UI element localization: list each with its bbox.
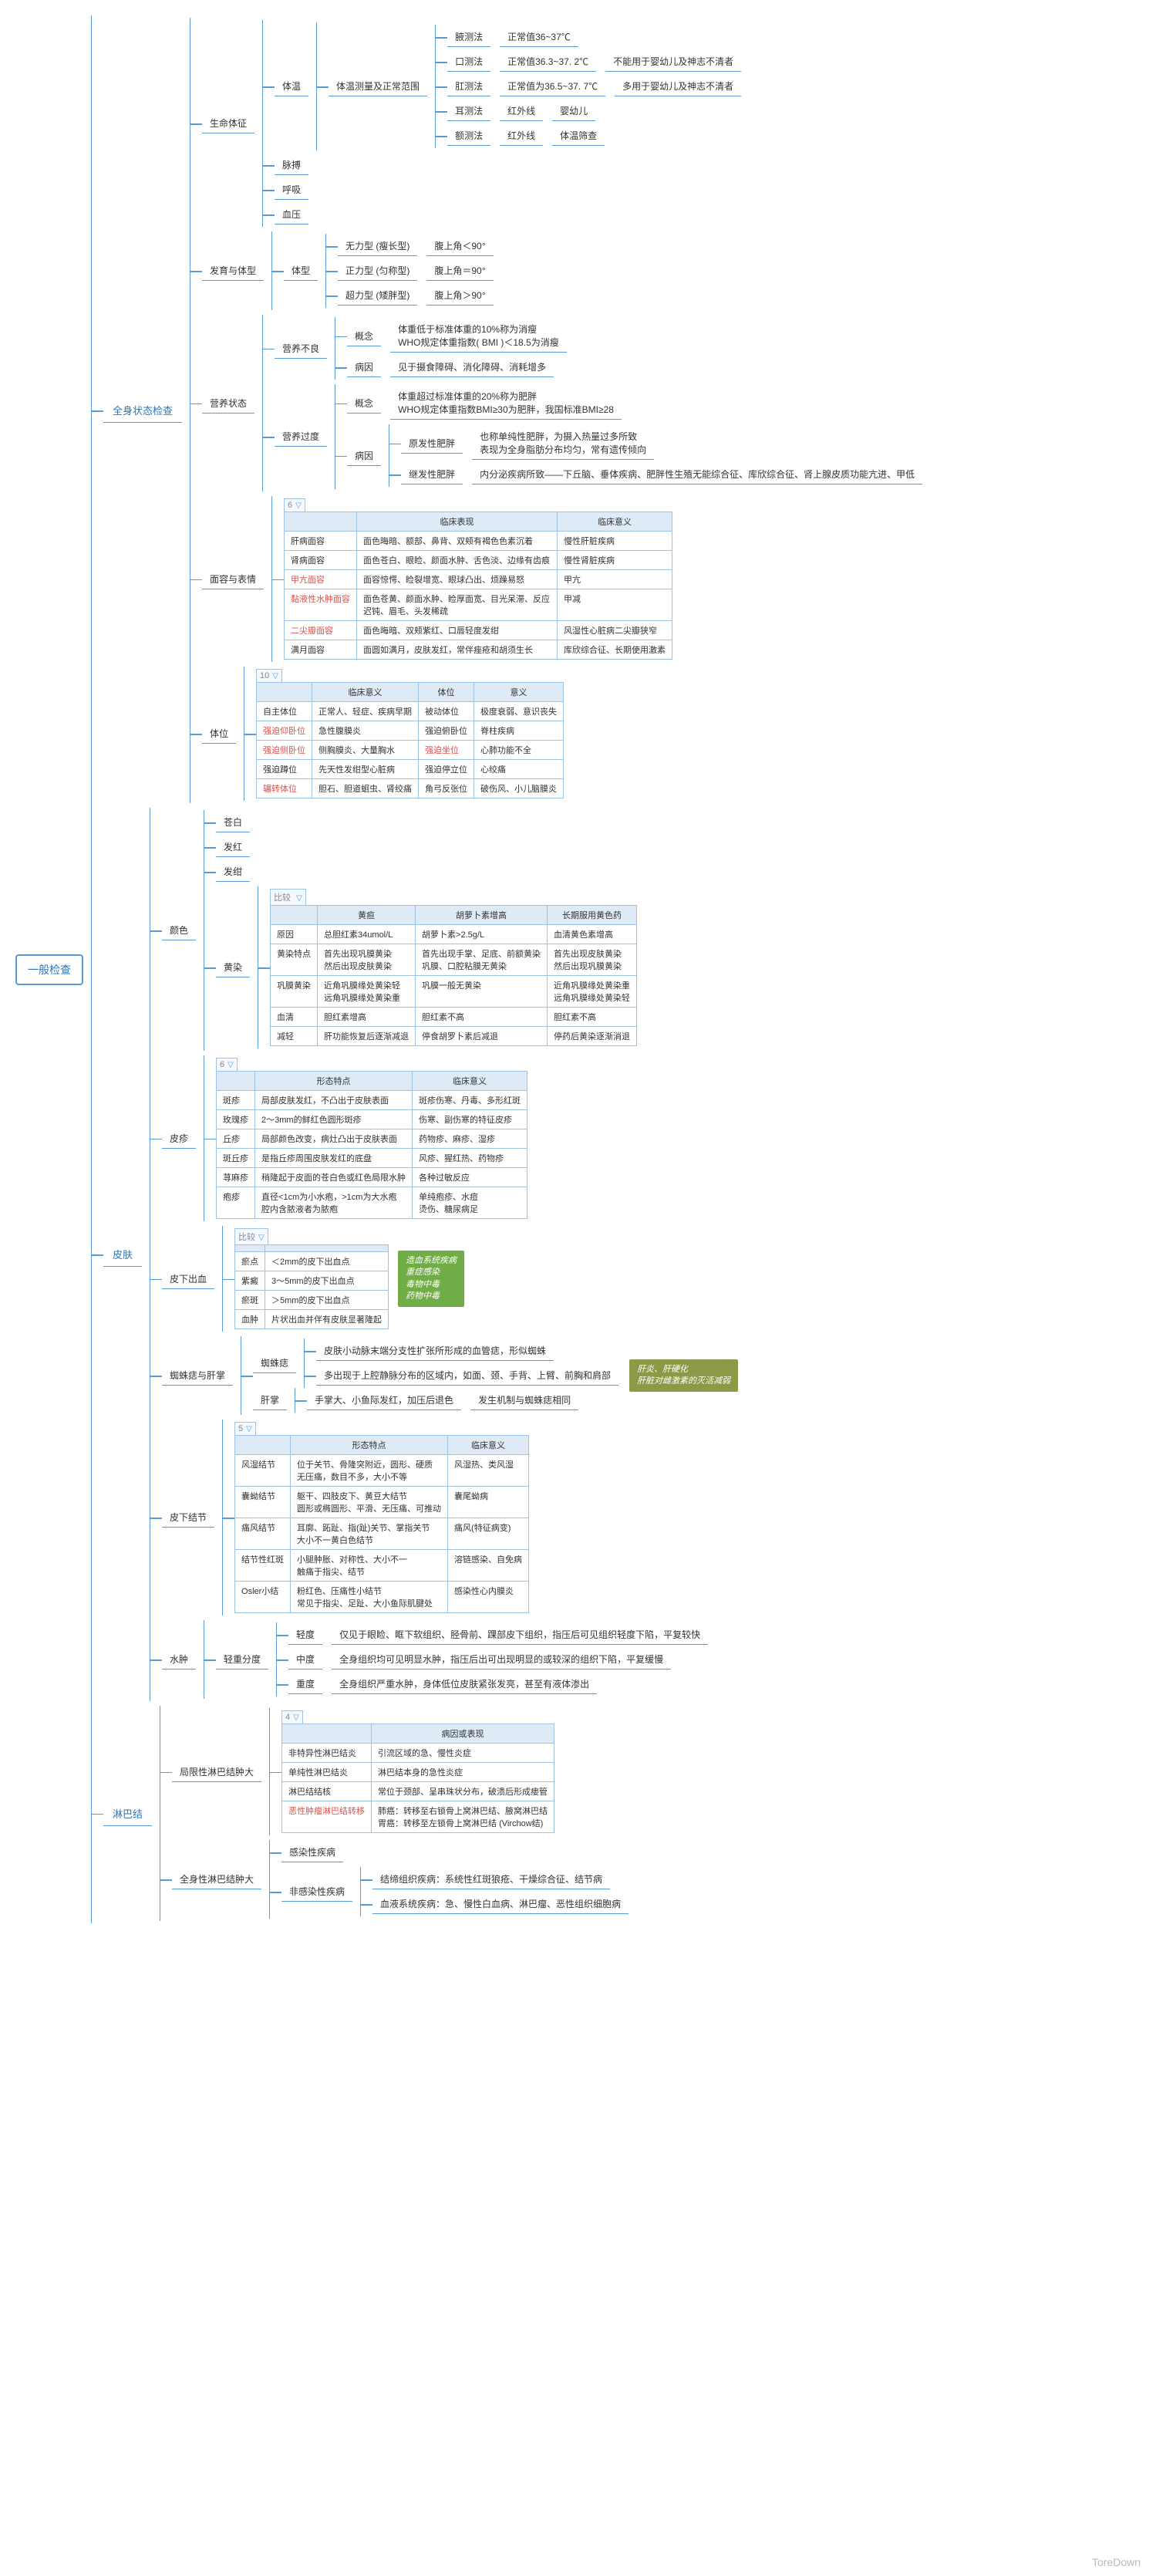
branch-nutrition: 营养状态 营养不良 概念体重低于标准体重的10%称为消瘦 WHO规定体重指数( … xyxy=(202,315,924,491)
branch-vital: 生命体征 体温 体温测量及正常范围 腋测法正常值36~37℃口测法正常值36.3… xyxy=(202,20,924,227)
watermark: ToreDown xyxy=(1092,2556,1141,2568)
node-physique-sub: 体型 xyxy=(284,261,318,281)
position-table: 临床意义体位意义自主体位正常人、轻症、疾病早期被动体位极度衰弱、意识丧失强迫仰卧… xyxy=(256,682,564,798)
branch-skin: 皮肤 颜色 苍白发红发绀黄染比较 ▽黄疸胡萝卜素增高长期服用黄色药原因总胆红素3… xyxy=(103,808,924,1701)
node-temp-sub: 体温测量及正常范围 xyxy=(329,76,427,96)
branch-physique: 发育与体型 体型 无力型 (瘦长型)腹上角＜90°正力型 (匀称型)腹上角＝90… xyxy=(202,231,924,310)
position-table-caption[interactable]: 10▽ xyxy=(256,669,282,682)
branch-position: 体位 10▽ 临床意义体位意义自主体位正常人、轻症、疾病早期被动体位极度衰弱、意… xyxy=(202,667,924,801)
node-lymph: 淋巴结 xyxy=(103,1801,152,1826)
branch-spider: 蜘蛛痣与肝掌 蜘蛛痣 皮肤小动脉末端分支性扩张所形成的血管痣，形似蜘蛛 多出现于… xyxy=(162,1336,738,1415)
node-temp: 体温 xyxy=(275,76,308,96)
level1-children: 全身状态检查 生命体征 体温 体温测量及正常范围 腋测法正常值36~37℃口测法… xyxy=(91,15,924,1923)
node-position: 体位 xyxy=(202,724,236,744)
face-table-caption[interactable]: 6▽ xyxy=(284,498,305,511)
node-face: 面容与表情 xyxy=(202,569,264,589)
node-resp: 呼吸 xyxy=(275,180,308,200)
node-nutr-over: 营养过度 xyxy=(275,427,327,447)
branch-edema: 水肿 轻重分度 轻度仅见于眼睑、眶下软组织、胫骨前、踝部皮下组织，指压后可见组织… xyxy=(162,1620,738,1699)
root-node: 一般检查 xyxy=(15,954,83,985)
rash-table: 形态特点临床意义斑疹局部皮肤发红，不凸出于皮肤表面斑疹伤寒、丹毒、多形红斑玫瑰疹… xyxy=(216,1071,527,1219)
bleed-table: 瘀点＜2mm的皮下出血点紫癜3～5mm的皮下出血点瘀斑＞5mm的皮下出血点血肿片… xyxy=(234,1244,389,1329)
face-table: 临床表现临床意义肝病面容面色晦暗、额部、鼻背、双颊有褐色色素沉着慢性肝脏疾病肾病… xyxy=(284,511,672,660)
branch-skin-color: 颜色 苍白发红发绀黄染比较 ▽黄疸胡萝卜素增高长期服用黄色药原因总胆红素34um… xyxy=(162,810,738,1051)
branch-lymph-local: 局限性淋巴结肿大 4▽ 病因或表现非特异性淋巴结炎引流区域的急、慢性炎症单纯性淋… xyxy=(172,1708,630,1835)
branch-rash: 皮疹 6▽ 形态特点临床意义斑疹局部皮肤发红，不凸出于皮肤表面斑疹伤寒、丹毒、多… xyxy=(162,1055,738,1221)
branch-lymph: 淋巴结 局限性淋巴结肿大 4▽ 病因或表现非特异性淋巴结炎引流区域的急、慢性炎症… xyxy=(103,1706,924,1921)
node-nutr-bad: 营养不良 xyxy=(275,339,327,359)
jaundice-compare-table: 黄疸胡萝卜素增高长期服用黄色药原因总胆红素34umol/L胡萝卜素>2.5g/L… xyxy=(270,905,637,1046)
bleed-annotation: 造血系统疾病 重症感染 毒物中毒 药物中毒 xyxy=(398,1251,464,1308)
spider-annotation: 肝炎、肝硬化 肝脏对雌激素的灭活减弱 xyxy=(629,1359,738,1393)
mindmap-root-container: 一般检查 全身状态检查 生命体征 体温 体温测量及正常范围 腋测法正常值36 xyxy=(15,15,1141,1923)
node-systemic: 全身状态检查 xyxy=(103,398,182,423)
nodule-table: 形态特点临床意义风湿结节位于关节、骨隆突附近，圆形、硬质 无压痛，数目不多，大小… xyxy=(234,1435,529,1613)
node-pulse: 脉搏 xyxy=(275,155,308,175)
node-physique: 发育与体型 xyxy=(202,261,264,281)
branch-face: 面容与表情 6▽ 临床表现临床意义肝病面容面色晦暗、额部、鼻背、双颊有褐色色素沉… xyxy=(202,496,924,662)
lymph-local-table: 病因或表现非特异性淋巴结炎引流区域的急、慢性炎症单纯性淋巴结炎淋巴结本身的急性炎… xyxy=(281,1724,554,1833)
node-skin: 皮肤 xyxy=(103,1242,142,1267)
node-bp: 血压 xyxy=(275,204,308,225)
branch-nodule: 皮下结节 5▽ 形态特点临床意义风湿结节位于关节、骨隆突附近，圆形、硬质 无压痛… xyxy=(162,1420,738,1615)
node-vital: 生命体征 xyxy=(202,113,254,133)
branch-bleed: 皮下出血 比较▽ 瘀点＜2mm的皮下出血点紫癜3～5mm的皮下出血点瘀斑＞5mm… xyxy=(162,1226,738,1332)
branch-systemic: 全身状态检查 生命体征 体温 体温测量及正常范围 腋测法正常值36~37℃口测法… xyxy=(103,18,924,803)
branch-lymph-general: 全身性淋巴结肿大 感染性疾病 非感染性疾病 结缔组织疾病：系统性红斑狼疮、干燥综… xyxy=(172,1840,630,1919)
node-nutrition: 营养状态 xyxy=(202,393,254,414)
